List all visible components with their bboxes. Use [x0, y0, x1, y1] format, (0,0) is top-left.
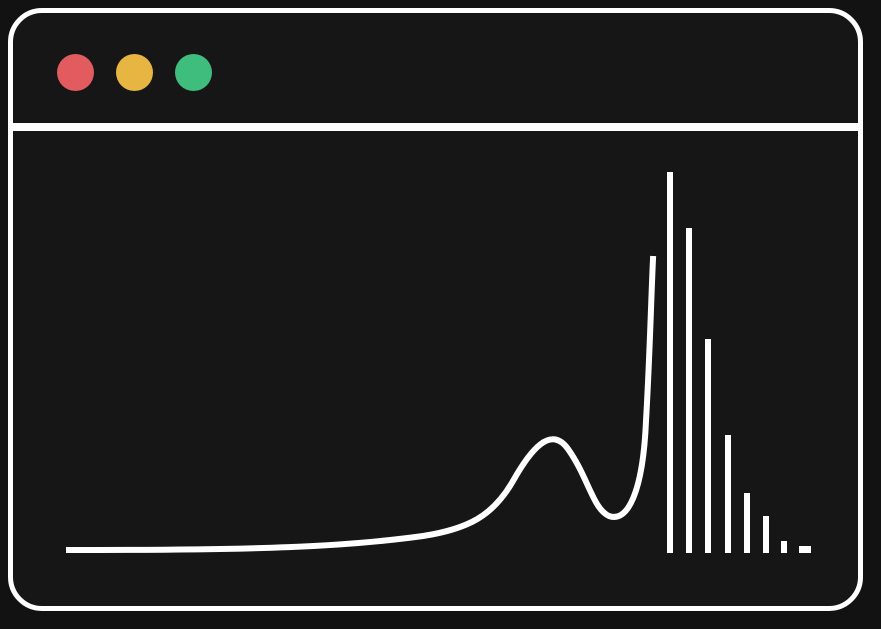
spectrum-bar: [799, 546, 811, 553]
content-area: [13, 131, 858, 606]
app-window: [8, 8, 863, 611]
spectrum-bar: [725, 435, 731, 553]
spectrum-curve-with-bars-icon: [65, 172, 811, 554]
spectrum-bar: [667, 172, 673, 553]
spectrum-curve: [65, 255, 657, 554]
spectrum-bar: [686, 228, 692, 553]
spectrum-bar: [744, 493, 750, 553]
spectrum-bar: [781, 541, 787, 553]
minimize-button[interactable]: [116, 54, 153, 91]
title-bar: [13, 13, 858, 131]
maximize-button[interactable]: [175, 54, 212, 91]
spectrum-bar: [763, 516, 769, 553]
spectrum-bar: [705, 339, 711, 553]
close-button[interactable]: [57, 54, 94, 91]
